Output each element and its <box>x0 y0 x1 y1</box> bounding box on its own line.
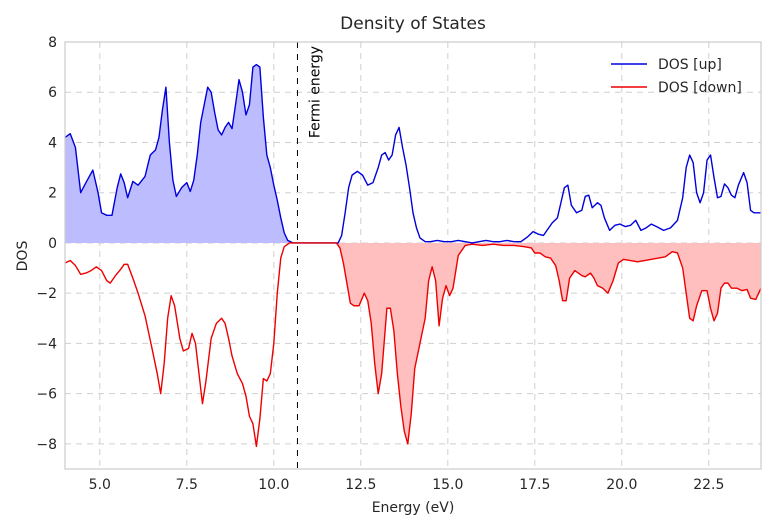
legend: DOS [up] DOS [down] <box>611 57 742 96</box>
y-tick-label: 0 <box>48 236 57 252</box>
x-tick-label: 10.0 <box>258 477 289 493</box>
series-lines <box>64 63 762 448</box>
series-line-0 <box>64 63 761 244</box>
x-tick-labels: 5.0 7.5 10.0 12.5 15.0 17.5 20.0 22.5 <box>89 477 725 493</box>
x-tick-label: 5.0 <box>89 477 111 493</box>
y-tick-label: −6 <box>36 387 57 403</box>
y-tick-label: 4 <box>48 135 57 151</box>
legend-label-dos-up: DOS [up] <box>658 57 722 73</box>
y-tick-label: −2 <box>36 286 57 302</box>
fermi-energy-label: Fermi energy <box>307 46 323 138</box>
x-tick-label: 20.0 <box>606 477 637 493</box>
series-fill-1 <box>336 242 761 444</box>
x-tick-label: 22.5 <box>693 477 724 493</box>
y-tick-label: 2 <box>48 186 57 202</box>
y-tick-labels: −8 −6 −4 −2 0 2 4 6 8 <box>36 35 57 453</box>
y-tick-label: 8 <box>48 35 57 51</box>
y-tick-label: 6 <box>48 85 57 101</box>
x-tick-label: 15.0 <box>432 477 463 493</box>
legend-label-dos-down: DOS [down] <box>658 80 742 96</box>
series-fill-0 <box>65 64 298 243</box>
x-tick-label: 7.5 <box>176 477 198 493</box>
x-axis-label: Energy (eV) <box>372 500 455 516</box>
series-line-1 <box>64 242 762 448</box>
y-tick-label: −8 <box>36 437 57 453</box>
x-tick-label: 12.5 <box>345 477 376 493</box>
y-axis-label: DOS <box>15 241 31 272</box>
plot-frame <box>64 41 762 470</box>
x-tick-label: 17.5 <box>519 477 550 493</box>
chart-title: Density of States <box>340 14 486 34</box>
area-fills <box>65 64 761 444</box>
y-tick-label: −4 <box>36 336 57 352</box>
